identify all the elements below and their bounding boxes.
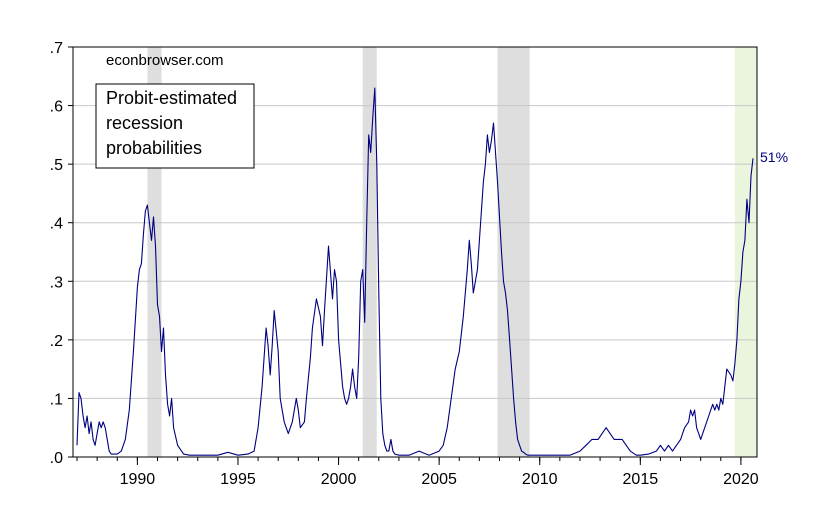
y-tick-label: .6 [50, 99, 63, 116]
end-value-label: 51% [760, 149, 788, 165]
axis-layer: .0 .1 .2 .3 .4 .5 .6 .7 1990 1995 2000 2005 2010 2015… [50, 40, 759, 488]
label-box-frame [95, 83, 255, 169]
x-tick-label: 2020 [723, 471, 759, 488]
x-tick-label: 2010 [522, 471, 558, 488]
series-line-1 [76, 87, 754, 456]
plot-frame [72, 46, 758, 458]
y-tick-label: .7 [50, 40, 63, 57]
y-tick-label: .2 [50, 333, 63, 350]
y-tick-label: .1 [50, 391, 63, 408]
y-tick-label: .5 [50, 157, 63, 174]
label-box: Probit-estimated recession probabilities [95, 83, 255, 169]
shading-layer [147, 47, 757, 457]
y-tick-label: .3 [50, 274, 63, 291]
x-tick-label: 2000 [321, 471, 357, 488]
y-tick-label: .4 [50, 216, 63, 233]
label-box-line-1: Probit-estimated [106, 88, 237, 108]
y-tick-label: .0 [50, 450, 63, 467]
recession-band-3 [497, 47, 530, 457]
watermark: econbrowser.com [106, 52, 224, 69]
forecast-band [734, 47, 757, 457]
x-tick-label: 1990 [120, 471, 156, 488]
label-box-line-2: recession [106, 113, 183, 133]
x-tick-label: 1995 [220, 471, 256, 488]
x-tick-label: 2015 [623, 471, 659, 488]
label-box-line-3: probabilities [106, 138, 202, 158]
series-layer [76, 87, 754, 456]
x-tick-label: 2005 [421, 471, 457, 488]
recession-band-2 [362, 47, 377, 457]
